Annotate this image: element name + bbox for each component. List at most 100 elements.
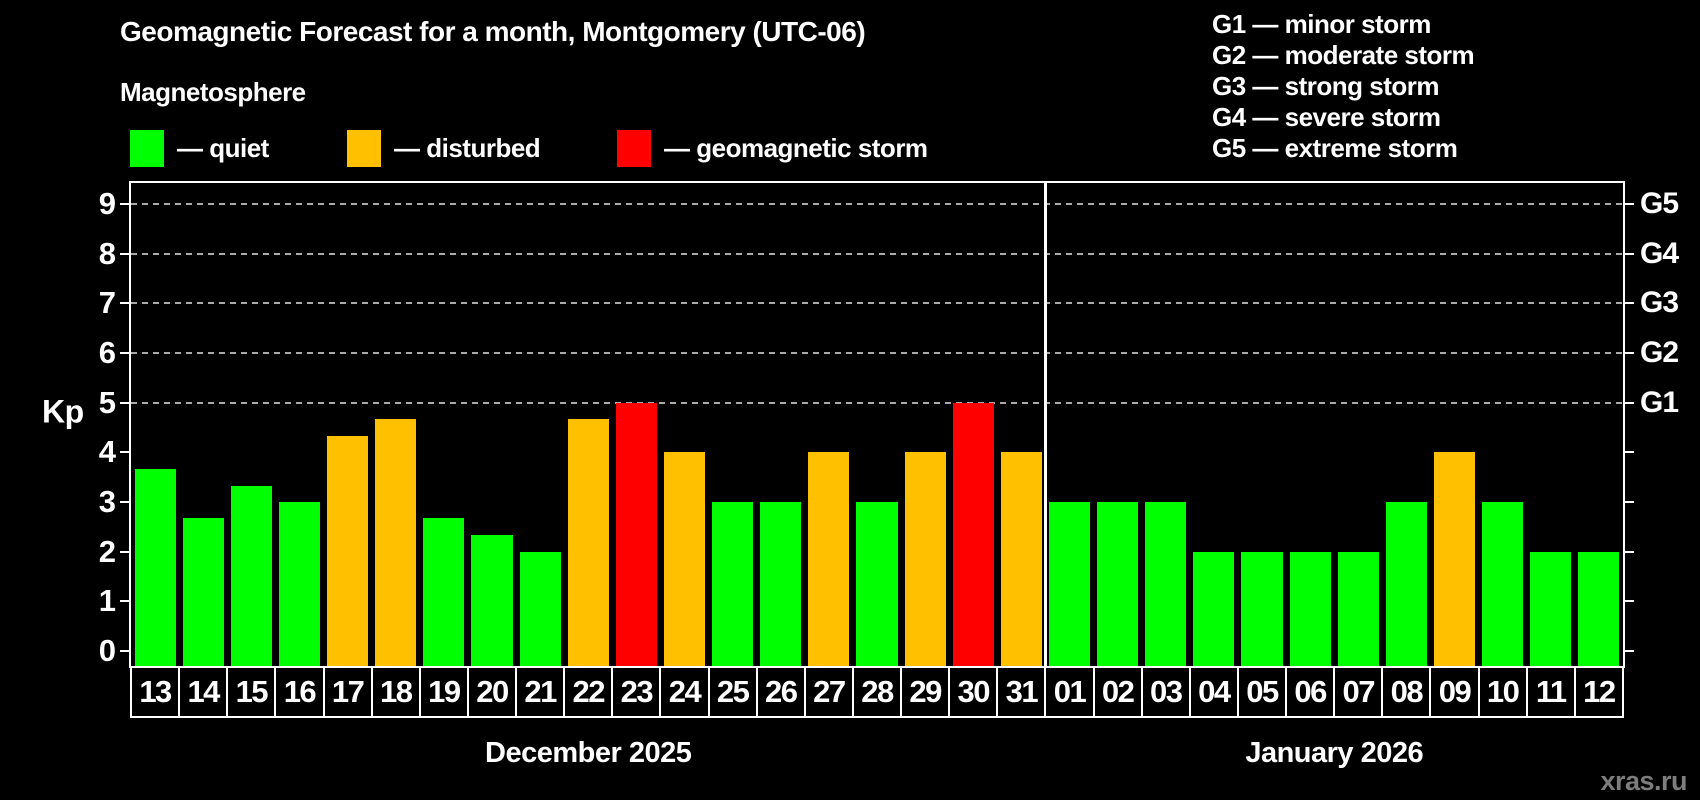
watermark: xras.ru xyxy=(1600,766,1687,796)
bar-january-08 xyxy=(1385,502,1427,666)
y-tick-label-3: 3 xyxy=(98,484,116,520)
y-tick-right-2 xyxy=(1625,550,1634,553)
y-tick-left-0 xyxy=(120,650,129,653)
bar-december-25 xyxy=(712,502,754,666)
day-label-16: 16 xyxy=(274,666,325,718)
legend-label-storm: — geomagnetic storm xyxy=(664,133,928,163)
subtitle-magnetosphere: Magnetosphere xyxy=(120,77,306,107)
y-tick-right-8 xyxy=(1625,252,1634,255)
bar-january-11 xyxy=(1530,551,1572,666)
bar-january-05 xyxy=(1241,551,1283,666)
y-tick-right-5 xyxy=(1625,401,1634,404)
day-label-29: 29 xyxy=(900,666,951,718)
y-axis-title: Kp xyxy=(42,393,84,429)
bar-january-07 xyxy=(1337,551,1379,666)
y-tick-left-9 xyxy=(120,202,129,205)
bar-january-03 xyxy=(1145,502,1187,666)
y-tick-label-9: 9 xyxy=(98,185,116,221)
y-tick-right-7 xyxy=(1625,302,1634,305)
legend-item-quiet: — quiet xyxy=(130,130,269,167)
day-label-05: 05 xyxy=(1236,666,1288,718)
gridline-kp6 xyxy=(131,351,1623,354)
bar-december-30 xyxy=(952,402,994,666)
day-label-26: 26 xyxy=(755,666,806,718)
right-axis-label-g2: G2 xyxy=(1640,335,1679,369)
day-label-15: 15 xyxy=(226,666,277,718)
y-tick-left-2 xyxy=(120,550,129,553)
y-tick-left-3 xyxy=(120,501,129,504)
day-label-19: 19 xyxy=(418,666,469,718)
g-scale-line-3: G3 — strong storm xyxy=(1212,71,1439,101)
bar-january-06 xyxy=(1289,551,1331,666)
y-tick-label-0: 0 xyxy=(98,633,116,669)
month-separator-line xyxy=(1043,183,1047,666)
bar-december-21 xyxy=(519,551,561,666)
day-label-22: 22 xyxy=(563,666,614,718)
right-axis-label-g3: G3 xyxy=(1640,286,1679,320)
day-label-30: 30 xyxy=(948,666,999,718)
right-axis-label-g5: G5 xyxy=(1640,186,1679,220)
month-label-2: January 2026 xyxy=(1245,737,1424,769)
y-tick-label-6: 6 xyxy=(98,334,116,370)
y-tick-right-6 xyxy=(1625,351,1634,354)
bar-january-04 xyxy=(1193,551,1235,666)
bar-december-14 xyxy=(182,518,224,666)
quiet-swatch-icon xyxy=(130,130,164,167)
y-tick-left-4 xyxy=(120,451,129,454)
bar-december-24 xyxy=(663,452,706,666)
page-title: Geomagnetic Forecast for a month, Montgo… xyxy=(120,16,866,47)
y-tick-left-6 xyxy=(120,351,129,354)
bar-december-13 xyxy=(134,468,176,666)
day-label-23: 23 xyxy=(611,666,662,718)
day-label-03: 03 xyxy=(1140,666,1191,718)
day-label-31: 31 xyxy=(996,666,1047,718)
bar-december-23 xyxy=(615,402,657,666)
day-label-18: 18 xyxy=(370,666,421,718)
bar-january-09 xyxy=(1433,452,1476,666)
y-tick-left-8 xyxy=(120,252,129,255)
day-label-01: 01 xyxy=(1044,666,1095,718)
day-label-12: 12 xyxy=(1573,666,1624,718)
bar-december-20 xyxy=(471,535,513,666)
bar-january-02 xyxy=(1097,502,1139,666)
bar-january-01 xyxy=(1048,502,1091,666)
day-label-24: 24 xyxy=(659,666,710,718)
day-label-17: 17 xyxy=(322,666,373,718)
day-label-20: 20 xyxy=(466,666,518,718)
legend-item-storm: — geomagnetic storm xyxy=(617,130,928,167)
gridline-kp9 xyxy=(131,202,1623,205)
g-scale-line-5: G5 — extreme storm xyxy=(1212,133,1458,163)
gridline-kp5 xyxy=(131,401,1623,404)
bar-december-15 xyxy=(230,485,272,666)
y-tick-label-1: 1 xyxy=(98,583,116,619)
gridline-kp8 xyxy=(131,252,1623,255)
day-label-25: 25 xyxy=(707,666,758,718)
y-tick-label-8: 8 xyxy=(98,235,116,271)
g-scale-legend: G1 — minor storm G2 — moderate storm G3 — … xyxy=(1212,9,1475,164)
y-tick-left-7 xyxy=(120,302,129,305)
storm-swatch-icon xyxy=(617,130,651,167)
right-axis-label-g4: G4 xyxy=(1640,236,1679,270)
bar-december-31 xyxy=(1000,452,1042,666)
y-tick-label-7: 7 xyxy=(98,285,116,321)
day-label-11: 11 xyxy=(1525,666,1576,718)
legend-item-disturbed: — disturbed xyxy=(347,130,541,167)
y-tick-right-3 xyxy=(1625,501,1634,504)
bar-december-29 xyxy=(904,452,946,666)
day-label-07: 07 xyxy=(1333,666,1384,718)
legend-label-disturbed: — disturbed xyxy=(394,133,541,163)
day-label-27: 27 xyxy=(803,666,854,718)
bar-december-18 xyxy=(375,419,417,666)
y-tick-right-0 xyxy=(1625,650,1634,653)
bar-december-19 xyxy=(423,518,465,666)
bar-december-26 xyxy=(760,502,802,666)
g-scale-line-1: G1 — minor storm xyxy=(1212,9,1431,39)
month-label-1: December 2025 xyxy=(485,737,692,769)
y-tick-right-9 xyxy=(1625,202,1634,205)
legend-label-quiet: — quiet xyxy=(177,133,269,163)
bar-january-10 xyxy=(1482,502,1524,666)
gridline-kp7 xyxy=(131,302,1623,305)
day-label-09: 09 xyxy=(1429,666,1480,718)
